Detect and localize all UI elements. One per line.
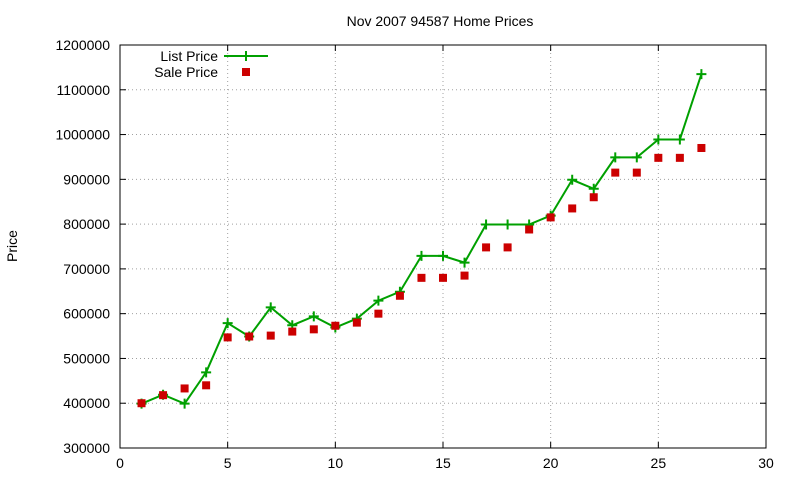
sale-price-point	[568, 204, 577, 213]
x-tick-label: 15	[435, 455, 451, 471]
list-price-point	[653, 134, 664, 145]
sale-price-point	[503, 243, 512, 252]
series	[136, 69, 707, 409]
sale-price-point	[675, 153, 684, 162]
list-price-point	[373, 295, 384, 306]
y-tick-label: 500000	[63, 350, 110, 366]
list-price-point	[179, 398, 190, 409]
sale-price-point	[137, 399, 146, 408]
list-price-point	[631, 152, 642, 163]
sale-price-point	[309, 325, 318, 334]
legend: List Price Sale Price	[154, 48, 268, 80]
list-price-line	[141, 73, 703, 405]
sale-price-point	[288, 327, 297, 336]
plot-frame	[119, 44, 767, 449]
legend-label-sale-price: Sale Price	[154, 64, 218, 80]
sale-price-point	[546, 213, 555, 222]
list-price-point	[481, 219, 492, 230]
x-tick-label: 5	[224, 455, 232, 471]
list-price-point	[438, 250, 448, 261]
x-tick-label: 20	[543, 455, 559, 471]
sale-price-point	[417, 273, 426, 282]
x-tick-label: 0	[116, 455, 124, 471]
sale-price-point	[482, 243, 491, 252]
sale-price-point	[223, 333, 232, 342]
list-price-point	[502, 219, 513, 230]
x-tick-label: 25	[651, 455, 667, 471]
chart-title: Nov 2007 94587 Home Prices	[347, 13, 534, 29]
sale-price-point	[525, 225, 534, 234]
sale-price-point	[180, 384, 189, 393]
list-price-point	[588, 183, 599, 194]
x-tick-label: 30	[758, 455, 774, 471]
sale-price-point	[159, 391, 168, 400]
sale-price-point	[202, 381, 211, 390]
y-tick-label: 300000	[63, 440, 110, 456]
list-price-point	[674, 134, 685, 145]
sale-price-point	[266, 331, 275, 340]
list-price-point	[222, 318, 233, 329]
y-axis-label: Price	[4, 230, 20, 262]
list-price-point	[201, 367, 212, 378]
axis-ticks	[119, 44, 767, 449]
sale-price-point	[374, 309, 383, 318]
y-tick-label: 1100000	[57, 82, 111, 98]
tick-labels: 300000 400000 500000 600000 700000 800000 9000…	[55, 37, 774, 471]
sale-price-point	[697, 143, 706, 152]
sale-price-point	[439, 273, 447, 282]
sale-price-point	[395, 291, 404, 300]
sale-price-point	[654, 153, 663, 162]
sale-price-point	[632, 168, 641, 177]
y-tick-label: 400000	[63, 395, 110, 411]
y-tick-label: 600000	[63, 306, 110, 322]
sale-price-point	[331, 321, 340, 330]
sale-price-point	[460, 271, 469, 280]
list-price-point	[416, 250, 427, 261]
sale-price-point	[589, 193, 598, 202]
sale-price-point	[352, 318, 361, 327]
y-tick-label: 800000	[63, 216, 110, 232]
list-price-point	[696, 69, 707, 80]
legend-marker-list-price	[241, 51, 251, 61]
y-tick-label: 700000	[63, 261, 110, 277]
list-price-point	[265, 302, 276, 313]
list-price-point	[567, 174, 578, 185]
list-price-point	[308, 311, 319, 322]
sale-price-point	[611, 168, 620, 177]
y-tick-label: 900000	[63, 171, 110, 187]
y-tick-label: 1200000	[55, 37, 110, 53]
sale-price-point	[245, 332, 254, 341]
x-tick-label: 10	[328, 455, 344, 471]
y-tick-label: 1000000	[55, 127, 110, 143]
list-price-point	[610, 152, 621, 163]
list-price-point	[459, 257, 470, 268]
gridlines	[120, 45, 766, 448]
legend-marker-sale-price	[242, 68, 250, 76]
legend-label-list-price: List Price	[160, 48, 218, 64]
